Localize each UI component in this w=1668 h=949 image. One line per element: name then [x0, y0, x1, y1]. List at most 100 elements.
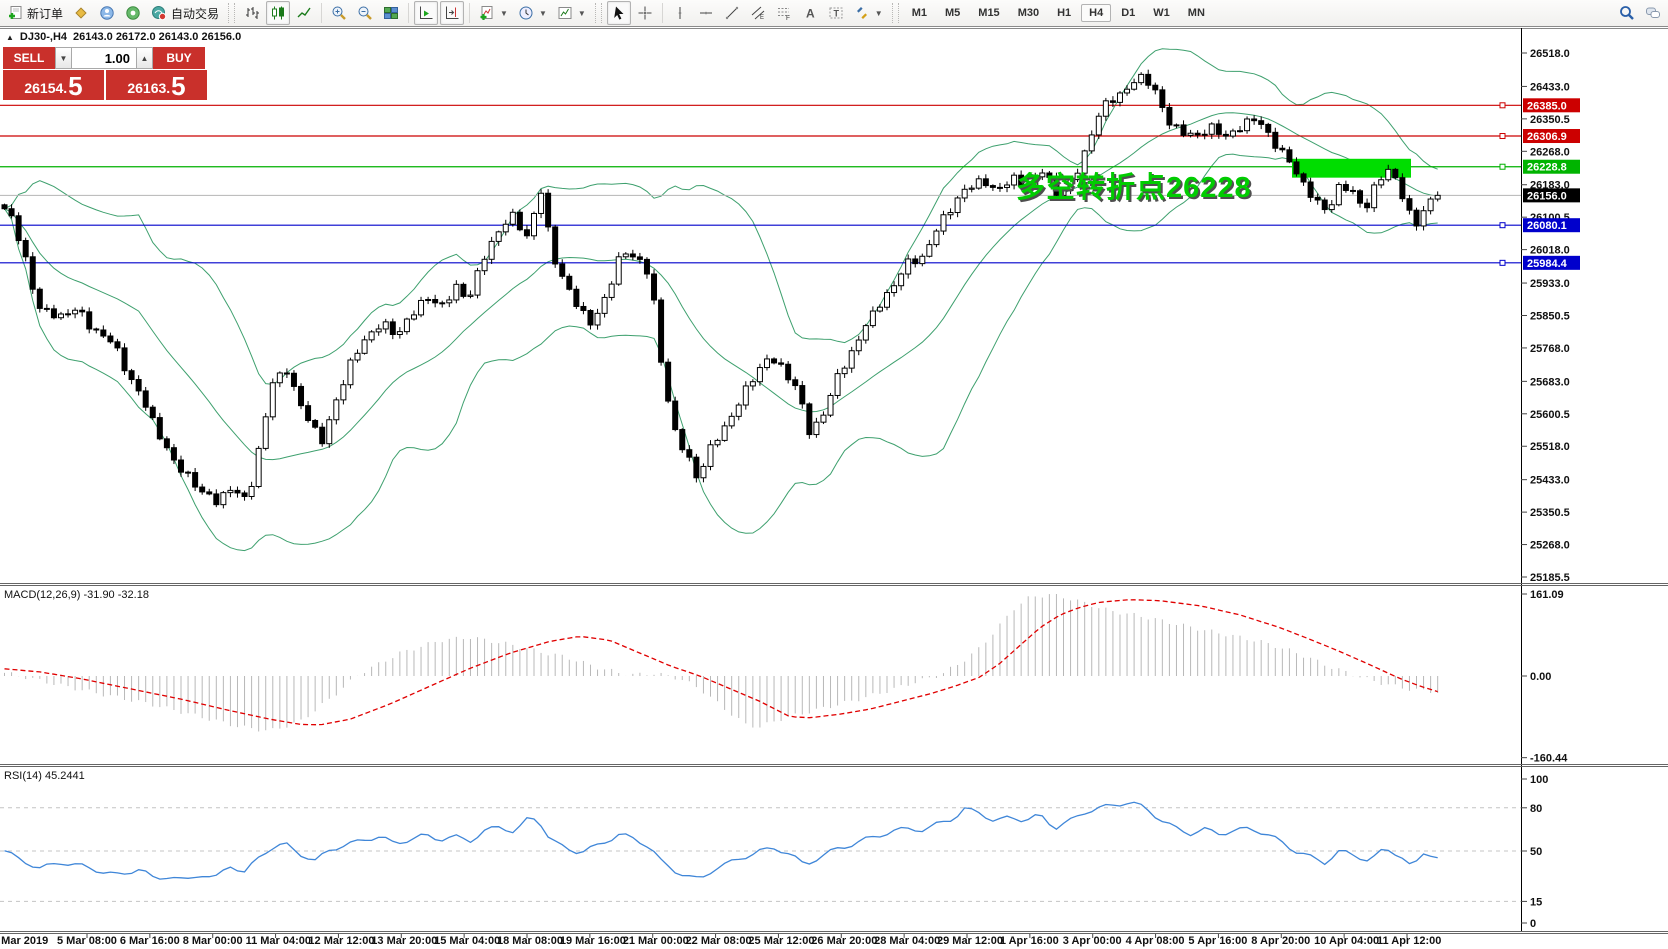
autotrading-icon	[151, 5, 167, 21]
volume-decrease-button[interactable]: ▼	[55, 47, 72, 69]
ohlc-values: 26143.0 26172.0 26143.0 26156.0	[73, 31, 242, 43]
sell-button[interactable]: SELL	[3, 47, 55, 69]
timeframe-m5-button[interactable]: M5	[945, 7, 961, 19]
svg-text:26518.0: 26518.0	[1530, 48, 1570, 60]
community-icon	[99, 5, 115, 21]
vline-icon	[672, 5, 688, 21]
autotrading-button[interactable]: 自动交易	[147, 1, 223, 25]
toolbar-grip[interactable]	[891, 3, 899, 23]
candlestick-mode-button[interactable]	[266, 1, 291, 25]
svg-text:15: 15	[1530, 896, 1542, 908]
toolbar-separator	[408, 3, 410, 23]
svg-text:0: 0	[1530, 918, 1536, 930]
timeframe-mn-button[interactable]: MN	[1187, 7, 1205, 19]
shift-icon	[444, 5, 460, 21]
hline-icon	[698, 5, 714, 21]
community-button[interactable]	[95, 1, 119, 25]
zoom-out-button[interactable]	[353, 1, 377, 25]
timeframe-m15-button[interactable]: M15	[978, 7, 1000, 19]
search-button[interactable]	[1615, 1, 1639, 25]
periods-button[interactable]: ▼	[514, 1, 551, 25]
svg-text:22 Mar 08:00: 22 Mar 08:00	[686, 935, 752, 947]
templates-icon	[557, 5, 573, 21]
bars-icon	[244, 5, 260, 21]
new-order-button[interactable]: 新订单	[3, 1, 67, 25]
chart-shift-button[interactable]	[440, 1, 465, 25]
timeframe-m30-button[interactable]: M30	[1017, 7, 1040, 19]
crosshair-button[interactable]	[633, 1, 657, 25]
svg-text:25984.4: 25984.4	[1527, 258, 1568, 270]
autoscroll-icon	[418, 5, 434, 21]
new-order-icon	[7, 5, 23, 21]
toolbar-grip[interactable]	[228, 3, 236, 23]
sell-price[interactable]: 26154 . 5	[3, 70, 104, 100]
toolbar: 新订单 自动交易 ▼ ▼ ▼ E F A T ▼ M1 M5 M15 M30 H1 H4 D1 W1 MN	[0, 0, 1668, 27]
toolbar-grip[interactable]	[594, 3, 602, 23]
chevron-down-icon: ▼	[500, 8, 508, 18]
templates-button[interactable]: ▼	[553, 1, 590, 25]
svg-text:25268.0: 25268.0	[1530, 540, 1570, 552]
line-chart-mode-button[interactable]	[292, 1, 316, 25]
svg-text:-160.44: -160.44	[1530, 753, 1568, 765]
timeframe-h4-button[interactable]: H4	[1081, 4, 1112, 22]
indicators-icon	[479, 5, 495, 21]
zoom-in-icon	[331, 5, 347, 21]
volume-input[interactable]	[72, 47, 136, 69]
svg-text:25850.5: 25850.5	[1530, 310, 1570, 322]
toolbar-separator	[469, 3, 471, 23]
chat-button[interactable]	[1641, 1, 1665, 25]
timeframe-d1-button[interactable]: D1	[1121, 7, 1136, 19]
text-label-button[interactable]: T	[824, 1, 848, 25]
gold-diamond-button[interactable]	[69, 1, 93, 25]
fibonacci-button[interactable]: F	[772, 1, 796, 25]
collapse-triangle-icon[interactable]: ▲	[6, 32, 14, 42]
buy-price[interactable]: 26163 . 5	[106, 70, 207, 100]
shapes-icon	[854, 5, 870, 21]
svg-text:11 Apr 12:00: 11 Apr 12:00	[1377, 935, 1441, 947]
fibo-icon: F	[776, 5, 792, 21]
auto-scroll-button[interactable]	[414, 1, 439, 25]
buy-button[interactable]: BUY	[153, 47, 205, 69]
timeframe-h1-button[interactable]: H1	[1057, 7, 1072, 19]
symbol-period: DJ30-,H4	[19, 31, 67, 43]
channel-icon: E	[750, 5, 766, 21]
text-a-icon: A	[802, 5, 818, 21]
indicators-button[interactable]: ▼	[475, 1, 512, 25]
macd-indicator-label: MACD(12,26,9) -31.90 -32.18	[4, 589, 149, 601]
crosshair-icon	[637, 5, 653, 21]
vertical-line-button[interactable]	[668, 1, 692, 25]
trendline-button[interactable]	[720, 1, 744, 25]
svg-text:T: T	[833, 9, 839, 19]
svg-text:E: E	[760, 15, 764, 21]
svg-text:25683.0: 25683.0	[1530, 376, 1570, 388]
svg-text:25350.5: 25350.5	[1530, 507, 1570, 519]
svg-text:26385.0: 26385.0	[1527, 100, 1567, 112]
arrows-button[interactable]: ▼	[850, 1, 887, 25]
channel-button[interactable]: E	[746, 1, 770, 25]
timeframe-m1-button[interactable]: M1	[911, 7, 927, 19]
svg-text:19 Mar 16:00: 19 Mar 16:00	[560, 935, 626, 947]
svg-text:80: 80	[1530, 803, 1542, 815]
text-button[interactable]: A	[798, 1, 822, 25]
svg-text:5 Apr 16:00: 5 Apr 16:00	[1188, 935, 1247, 947]
svg-text:F: F	[786, 15, 790, 21]
svg-text:25768.0: 25768.0	[1530, 343, 1570, 355]
toolbar-separator	[661, 3, 663, 23]
volume-increase-button[interactable]: ▲	[136, 47, 153, 69]
bar-chart-mode-button[interactable]	[240, 1, 264, 25]
svg-text:25933.0: 25933.0	[1530, 278, 1570, 290]
svg-text:13 Mar 20:00: 13 Mar 20:00	[371, 935, 437, 947]
chevron-down-icon: ▼	[577, 8, 586, 18]
chevron-down-icon: ▼	[538, 8, 547, 18]
cursor-button[interactable]	[606, 1, 631, 25]
svg-text:26 Mar 20:00: 26 Mar 20:00	[811, 935, 877, 947]
tile-windows-button[interactable]	[379, 1, 403, 25]
mql5-button[interactable]	[121, 1, 145, 25]
svg-text:26156.0: 26156.0	[1527, 190, 1567, 202]
gold-diamond-icon	[73, 5, 89, 21]
horizontal-line-button[interactable]	[694, 1, 718, 25]
timeframe-w1-button[interactable]: W1	[1153, 7, 1170, 19]
zoom-in-button[interactable]	[327, 1, 351, 25]
